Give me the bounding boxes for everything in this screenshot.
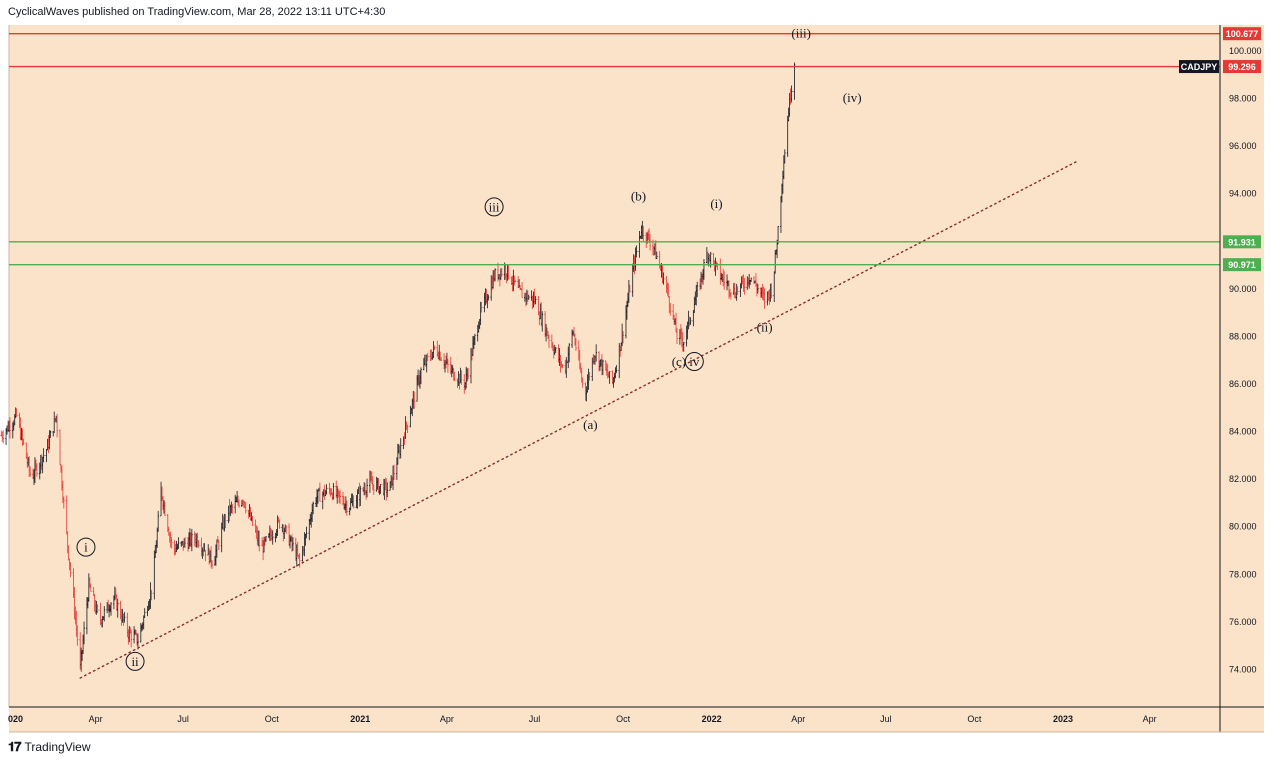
- footer: 𝟏𝟕 TradingView: [8, 739, 91, 755]
- y-tick-label: 82.000: [1229, 474, 1257, 484]
- wave-label-circle: [76, 537, 96, 557]
- x-tick-label: Oct: [265, 714, 280, 724]
- y-tick-label: 80.000: [1229, 522, 1257, 532]
- price-tag-bg: [1223, 60, 1261, 74]
- wave-label-circle: [484, 197, 504, 217]
- x-tick-label: 2022: [702, 714, 722, 724]
- wave-label: iv: [689, 354, 700, 369]
- publish-info: CyclicalWaves published on TradingView.c…: [8, 6, 386, 18]
- wave-label: (ii): [757, 320, 773, 335]
- y-tick-label: 76.000: [1229, 617, 1257, 627]
- x-tick-label: 2023: [1053, 714, 1073, 724]
- price-tag-label: 90.971: [1228, 260, 1256, 270]
- y-tick-label: 90.000: [1229, 284, 1257, 294]
- price-tag-label: 100.677: [1226, 29, 1259, 39]
- wave-label: (b): [631, 189, 646, 204]
- x-tick-label: Apr: [1143, 714, 1157, 724]
- y-tick-label: 74.000: [1229, 665, 1257, 675]
- price-tag-bg: [1223, 258, 1261, 272]
- symbol-tag-bg: [1179, 60, 1219, 74]
- wave-label: (a): [583, 417, 597, 432]
- x-tick-label: 2021: [350, 714, 370, 724]
- x-tick-label: Oct: [616, 714, 631, 724]
- x-tick-label: Jul: [177, 714, 189, 724]
- wave-label: (i): [710, 196, 722, 211]
- support-trendline: [79, 160, 1078, 679]
- wave-label: ii: [131, 654, 139, 669]
- tradingview-logo-icon: 𝟏𝟕: [8, 739, 22, 754]
- wave-label: (iv): [843, 90, 862, 105]
- y-tick-label: 86.000: [1229, 379, 1257, 389]
- wave-label: i: [84, 540, 88, 555]
- price-tag-bg: [1223, 235, 1261, 249]
- y-tick-label: 96.000: [1229, 141, 1257, 151]
- wave-label: iii: [489, 199, 500, 214]
- x-tick-label: Jul: [880, 714, 892, 724]
- x-tick-label: Oct: [967, 714, 982, 724]
- y-tick-label: 88.000: [1229, 331, 1257, 341]
- y-tick-label: 78.000: [1229, 569, 1257, 579]
- y-tick-label: 98.000: [1229, 93, 1257, 103]
- brand-name: TradingView: [24, 740, 91, 754]
- wave-label-circle: [125, 651, 145, 671]
- x-tick-label: Apr: [89, 714, 103, 724]
- x-tick-label: Apr: [440, 714, 454, 724]
- wave-label: (iii): [791, 26, 811, 41]
- x-tick-label: Apr: [791, 714, 805, 724]
- price-tag-bg: [1223, 27, 1261, 41]
- x-tick-label: Jul: [529, 714, 541, 724]
- x-tick-label: 020: [8, 714, 23, 724]
- wave-label-circle: [684, 352, 704, 372]
- wave-label: (c): [672, 354, 686, 369]
- y-tick-label: 94.000: [1229, 189, 1257, 199]
- symbol-tag-label: CADJPY: [1181, 62, 1218, 72]
- y-tick-label: 84.000: [1229, 427, 1257, 437]
- price-tag-label: 99.296: [1228, 62, 1256, 72]
- y-tick-label: 100.000: [1229, 46, 1262, 56]
- plot-area: [9, 25, 1264, 732]
- price-tag-label: 91.931: [1228, 237, 1256, 247]
